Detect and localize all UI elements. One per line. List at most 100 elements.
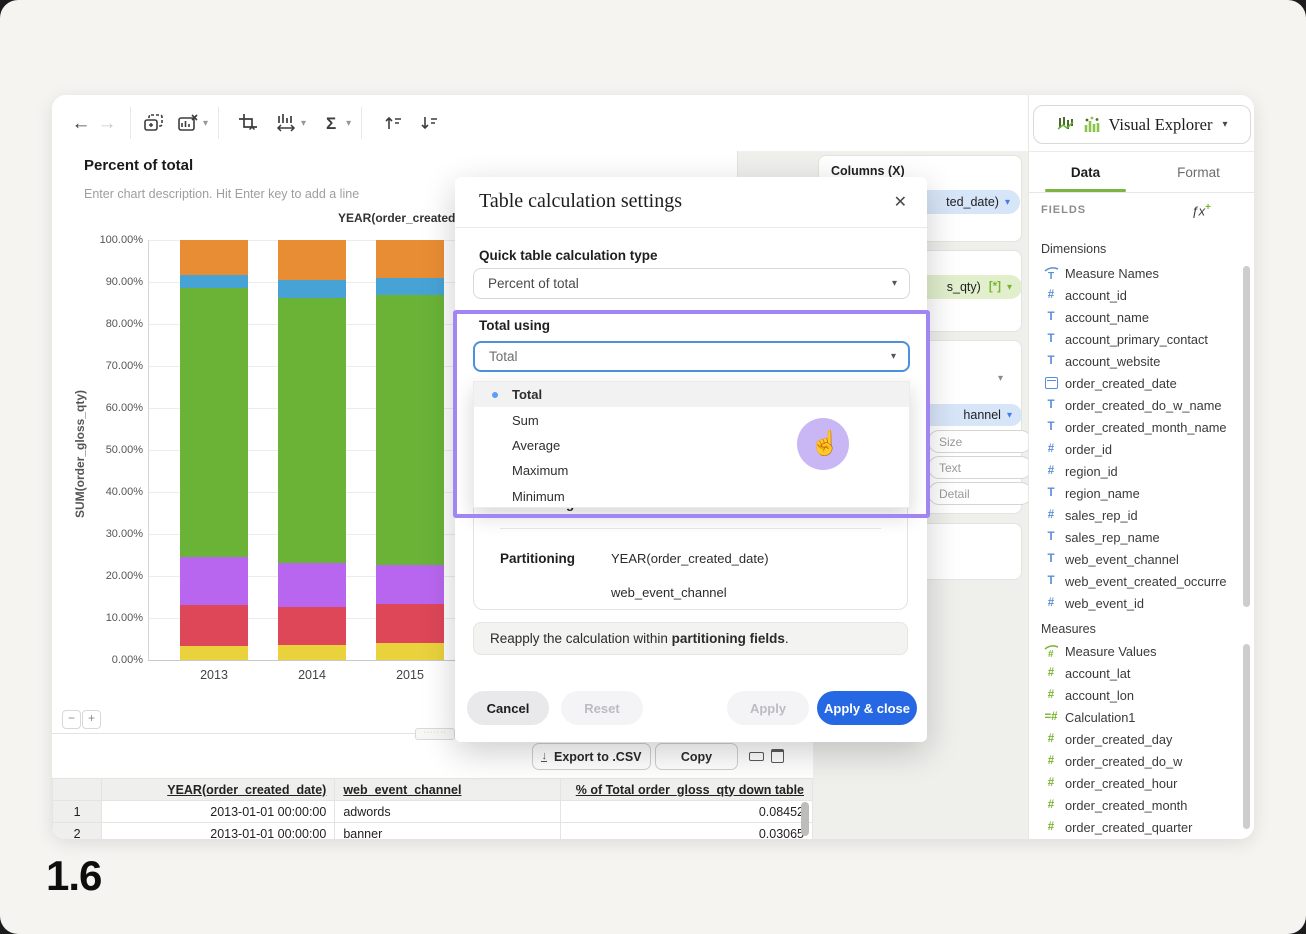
column-header[interactable]	[53, 779, 102, 801]
field-item[interactable]: #order_id	[1041, 438, 1227, 460]
field-item[interactable]: =#Calculation1	[1041, 706, 1227, 728]
dropdown-option-maximum[interactable]: Maximum	[474, 458, 909, 483]
bar-segment-segment-purple[interactable]	[180, 557, 248, 605]
sort-ascending-icon[interactable]	[380, 110, 406, 136]
collapse-results-icon[interactable]	[749, 752, 764, 761]
field-item[interactable]: #Measure Values	[1041, 640, 1227, 662]
tab-format[interactable]: Format	[1142, 152, 1254, 192]
cancel-button[interactable]: Cancel	[467, 691, 549, 725]
reset-button[interactable]: Reset	[561, 691, 643, 725]
number-field-icon: #	[1041, 443, 1061, 455]
field-item[interactable]: #order_created_do_w	[1041, 750, 1227, 772]
dropdown-option-total[interactable]: Total	[474, 382, 909, 407]
column-header[interactable]: YEAR(order_created_date)	[102, 779, 335, 801]
field-item[interactable]: #account_lat	[1041, 662, 1227, 684]
bar-segment-segment-purple[interactable]	[376, 565, 444, 604]
remove-chart-icon[interactable]	[175, 110, 201, 136]
bar-segment-segment-red[interactable]	[278, 607, 346, 646]
chart-description-placeholder[interactable]: Enter chart description. Hit Enter key t…	[84, 187, 359, 201]
dropdown-option-minimum[interactable]: Minimum	[474, 484, 909, 509]
pill-caret-icon[interactable]	[1005, 197, 1010, 208]
close-icon[interactable]	[894, 192, 907, 212]
transpose-icon[interactable]	[235, 110, 261, 136]
field-item[interactable]: #region_id	[1041, 460, 1227, 482]
y-tick-label: 40.00%	[91, 486, 143, 498]
field-item[interactable]: Tweb_event_channel	[1041, 548, 1227, 570]
visual-explorer-menu-button[interactable]: Visual Explorer	[1033, 105, 1251, 144]
stacked-bar-2014[interactable]	[278, 240, 346, 660]
field-item[interactable]: Taccount_name	[1041, 306, 1227, 328]
mark-field-text[interactable]: Text	[928, 456, 1032, 479]
field-item[interactable]: TMeasure Names	[1041, 262, 1227, 284]
mark-type-caret-icon[interactable]	[998, 373, 1003, 384]
total-using-select[interactable]: Total	[473, 341, 910, 372]
mark-field-size[interactable]: Size	[928, 430, 1032, 453]
bar-segment-segment-green[interactable]	[278, 298, 346, 563]
zoom-out-button[interactable]: −	[62, 710, 81, 729]
field-item[interactable]: #account_id	[1041, 284, 1227, 306]
table-row[interactable]: 12013-01-01 00:00:00adwords0.08452	[53, 801, 813, 823]
zoom-in-button[interactable]: +	[82, 710, 101, 729]
field-item[interactable]: #web_event_id	[1041, 592, 1227, 612]
resize-bars-icon[interactable]	[273, 110, 299, 136]
bar-segment-segment-orange[interactable]	[278, 240, 346, 280]
copy-button[interactable]: Copy	[655, 743, 738, 770]
bar-segment-segment-green[interactable]	[180, 288, 248, 557]
field-item[interactable]: Tregion_name	[1041, 482, 1227, 504]
bar-segment-segment-blue[interactable]	[180, 275, 248, 288]
chart-title[interactable]: Percent of total	[84, 157, 193, 174]
remove-chart-caret-icon[interactable]	[203, 118, 208, 129]
bar-segment-segment-red[interactable]	[376, 604, 444, 643]
resize-bars-caret-icon[interactable]	[301, 118, 306, 129]
splitter-drag-handle[interactable]: ·······	[415, 728, 455, 740]
bar-segment-segment-yellow[interactable]	[180, 646, 248, 660]
redo-forward-icon[interactable]	[94, 110, 120, 136]
duplicate-chart-icon[interactable]	[141, 110, 167, 136]
results-scrollbar[interactable]	[801, 802, 809, 836]
bar-segment-segment-yellow[interactable]	[376, 643, 444, 660]
field-item[interactable]: #account_lon	[1041, 684, 1227, 706]
bar-segment-segment-red[interactable]	[180, 605, 248, 646]
expand-results-icon[interactable]	[771, 749, 784, 763]
aggregate-caret-icon[interactable]	[346, 118, 351, 129]
field-item[interactable]: Torder_created_do_w_name	[1041, 394, 1227, 416]
field-item[interactable]: #order_created_month	[1041, 794, 1227, 816]
apply-close-button[interactable]: Apply & close	[817, 691, 917, 725]
stacked-bar-2015[interactable]	[376, 240, 444, 660]
bar-segment-segment-blue[interactable]	[278, 280, 346, 298]
undo-back-icon[interactable]	[68, 110, 94, 136]
measures-scrollbar[interactable]	[1243, 644, 1250, 829]
table-row[interactable]: 22013-01-01 00:00:00banner0.03065	[53, 823, 813, 840]
sort-descending-icon[interactable]	[416, 110, 442, 136]
bar-segment-segment-blue[interactable]	[376, 278, 444, 295]
y-tick-label: 90.00%	[91, 276, 143, 288]
column-header[interactable]: web_event_channel	[335, 779, 561, 801]
aggregate-sigma-icon[interactable]	[318, 110, 344, 136]
field-item[interactable]: Taccount_website	[1041, 350, 1227, 372]
bar-segment-segment-purple[interactable]	[278, 563, 346, 606]
stacked-bar-2013[interactable]	[180, 240, 248, 660]
add-calculation-icon[interactable]: ƒx+	[1191, 202, 1211, 218]
bar-segment-segment-green[interactable]	[376, 295, 444, 565]
column-header[interactable]: % of Total order_gloss_qty down table	[561, 779, 813, 801]
export-csv-button[interactable]: Export to .CSV	[532, 743, 651, 770]
pill-caret-icon[interactable]	[1007, 282, 1012, 293]
apply-button[interactable]: Apply	[727, 691, 809, 725]
quick-calc-select[interactable]: Percent of total	[473, 268, 910, 299]
field-item[interactable]: Tweb_event_created_occurred...	[1041, 570, 1227, 592]
field-item[interactable]: order_created_date	[1041, 372, 1227, 394]
bar-segment-segment-yellow[interactable]	[278, 645, 346, 660]
field-item[interactable]: Tsales_rep_name	[1041, 526, 1227, 548]
field-item[interactable]: Torder_created_month_name	[1041, 416, 1227, 438]
mark-field-detail[interactable]: Detail	[928, 482, 1032, 505]
field-item[interactable]: #order_created_hour	[1041, 772, 1227, 794]
field-item[interactable]: #order_created_quarter	[1041, 816, 1227, 838]
field-item[interactable]: Taccount_primary_contact	[1041, 328, 1227, 350]
pill-caret-icon[interactable]	[1007, 410, 1012, 421]
dimensions-scrollbar[interactable]	[1243, 266, 1250, 607]
field-item[interactable]: #sales_rep_id	[1041, 504, 1227, 526]
tab-data[interactable]: Data	[1029, 152, 1142, 192]
field-item[interactable]: #order_created_day	[1041, 728, 1227, 750]
bar-segment-segment-orange[interactable]	[180, 240, 248, 275]
bar-segment-segment-orange[interactable]	[376, 240, 444, 278]
